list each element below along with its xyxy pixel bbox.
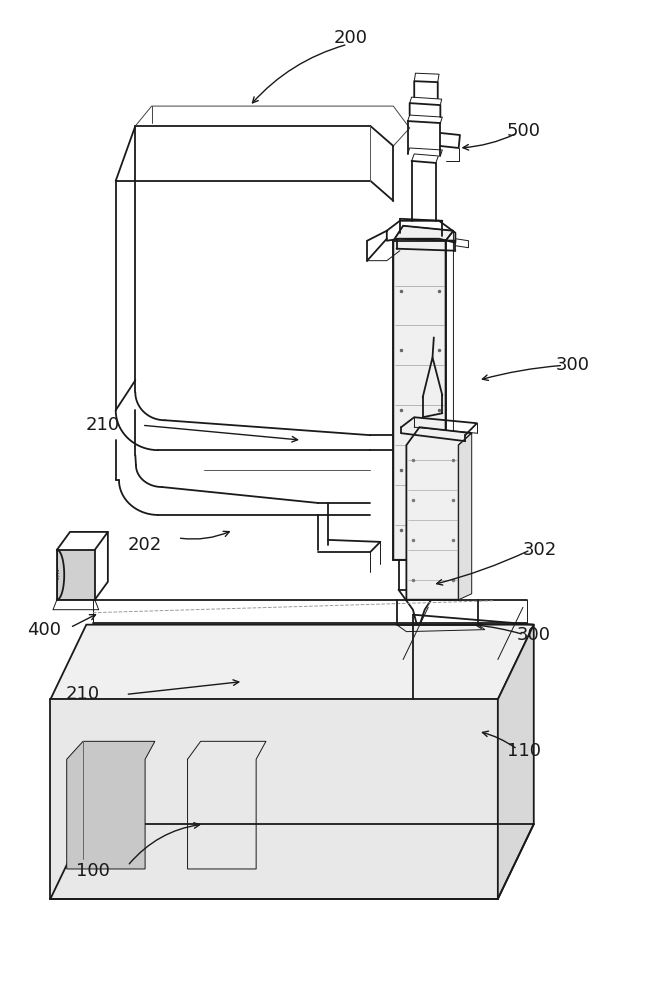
- Polygon shape: [498, 625, 534, 899]
- Text: 210: 210: [85, 416, 119, 434]
- Text: 500: 500: [507, 122, 541, 140]
- Text: 210: 210: [66, 685, 100, 703]
- Polygon shape: [57, 550, 95, 600]
- Text: 100: 100: [76, 862, 110, 880]
- Polygon shape: [394, 226, 453, 560]
- Polygon shape: [67, 741, 155, 869]
- Text: 300: 300: [556, 356, 590, 374]
- Polygon shape: [51, 625, 534, 699]
- Text: 300: 300: [517, 626, 551, 644]
- Polygon shape: [51, 699, 498, 899]
- Text: 202: 202: [128, 536, 162, 554]
- Polygon shape: [406, 427, 472, 600]
- Text: 302: 302: [523, 541, 558, 559]
- Text: 400: 400: [27, 621, 61, 639]
- Text: 110: 110: [507, 742, 541, 760]
- Polygon shape: [459, 433, 472, 600]
- Text: 200: 200: [334, 29, 368, 47]
